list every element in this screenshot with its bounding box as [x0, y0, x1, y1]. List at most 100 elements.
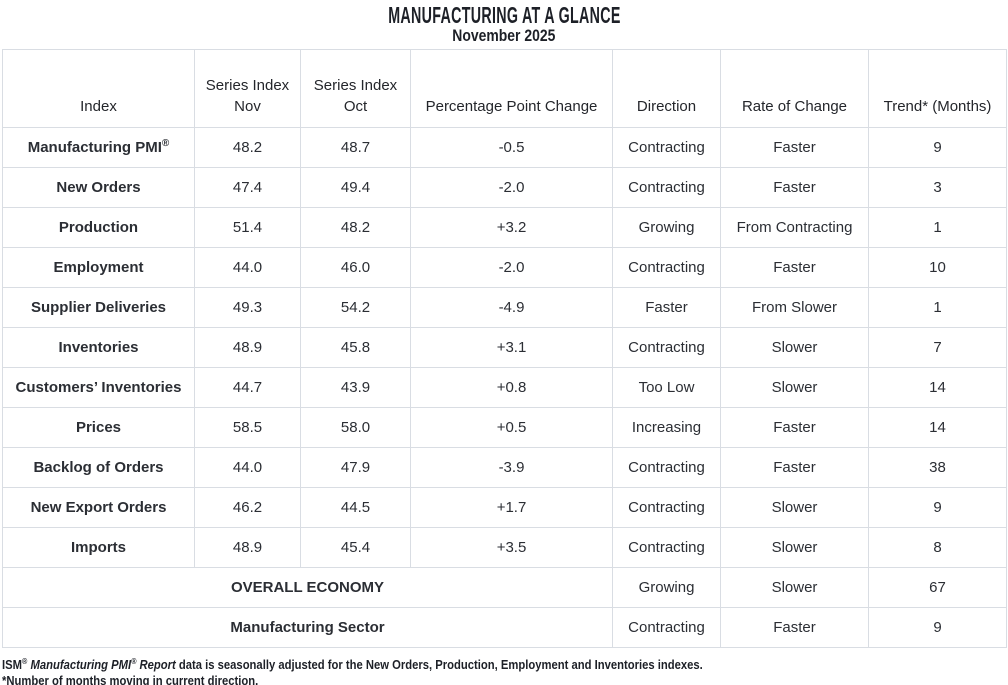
- cell-series-index-oct: 45.8: [300, 327, 411, 368]
- cell-trend-months: 14: [868, 367, 1007, 408]
- table-body: Manufacturing PMI® 48.2 48.7 -0.5 Contra…: [2, 127, 1007, 568]
- summary-label: Manufacturing Sector: [2, 607, 613, 648]
- cell-index-label: Supplier Deliveries: [2, 287, 195, 328]
- title-block: MANUFACTURING AT A GLANCE November 2025: [0, 0, 1008, 46]
- cell-series-index-nov: 47.4: [194, 167, 301, 208]
- cell-series-index-oct: 48.7: [300, 127, 411, 168]
- page-subtitle: November 2025: [452, 26, 556, 45]
- cell-series-index-nov: 46.2: [194, 487, 301, 528]
- cell-percentage-point-change: +3.1: [410, 327, 613, 368]
- cell-series-index-nov: 48.2: [194, 127, 301, 168]
- col-header-rate: Rate of Change: [720, 49, 869, 128]
- cell-index-label: Backlog of Orders: [2, 447, 195, 488]
- cell-series-index-oct: 43.9: [300, 367, 411, 408]
- cell-direction: Increasing: [612, 407, 721, 448]
- cell-series-index-oct: 58.0: [300, 407, 411, 448]
- footnote-line-2: *Number of months moving in current dire…: [2, 674, 259, 685]
- cell-index-label: Prices: [2, 407, 195, 448]
- cell-index-label: Inventories: [2, 327, 195, 368]
- cell-trend-months: 9: [868, 487, 1007, 528]
- table-row: New Export Orders 46.2 44.5 +1.7 Contrac…: [2, 487, 1007, 528]
- cell-index-label: Imports: [2, 527, 195, 568]
- cell-series-index-oct: 47.9: [300, 447, 411, 488]
- table-row: New Orders 47.4 49.4 -2.0 Contracting Fa…: [2, 167, 1007, 208]
- cell-direction: Faster: [612, 287, 721, 328]
- cell-percentage-point-change: -0.5: [410, 127, 613, 168]
- table-row: Customers’ Inventories 44.7 43.9 +0.8 To…: [2, 367, 1007, 408]
- cell-index-label: Production: [2, 207, 195, 248]
- cell-rate: Faster: [720, 607, 869, 648]
- cell-trend: 9: [868, 607, 1007, 648]
- cell-direction: Contracting: [612, 607, 721, 648]
- summary-row-overall-economy: OVERALL ECONOMY Growing Slower 67: [2, 567, 1007, 608]
- cell-rate-of-change: Slower: [720, 367, 869, 408]
- cell-trend-months: 38: [868, 447, 1007, 488]
- cell-index-label: Employment: [2, 247, 195, 288]
- cell-percentage-point-change: +3.2: [410, 207, 613, 248]
- cell-direction: Growing: [612, 567, 721, 608]
- cell-direction: Contracting: [612, 167, 721, 208]
- cell-series-index-oct: 44.5: [300, 487, 411, 528]
- cell-trend-months: 10: [868, 247, 1007, 288]
- cell-percentage-point-change: -2.0: [410, 247, 613, 288]
- table-row: Backlog of Orders 44.0 47.9 -3.9 Contrac…: [2, 447, 1007, 488]
- cell-trend-months: 1: [868, 287, 1007, 328]
- cell-series-index-oct: 48.2: [300, 207, 411, 248]
- table-row: Supplier Deliveries 49.3 54.2 -4.9 Faste…: [2, 287, 1007, 328]
- cell-direction: Contracting: [612, 127, 721, 168]
- cell-trend-months: 1: [868, 207, 1007, 248]
- cell-series-index-oct: 54.2: [300, 287, 411, 328]
- cell-direction: Growing: [612, 207, 721, 248]
- table-header: Index Series Index Nov Series Index Oct Pe…: [2, 49, 1007, 128]
- cell-series-index-nov: 49.3: [194, 287, 301, 328]
- cell-series-index-nov: 44.7: [194, 367, 301, 408]
- cell-trend: 67: [868, 567, 1007, 608]
- footnote-line-1: ISM® Manufacturing PMI® Report data is s…: [2, 656, 703, 672]
- header-row: Index Series Index Nov Series Index Oct Pe…: [2, 49, 1007, 128]
- cell-percentage-point-change: -2.0: [410, 167, 613, 208]
- cell-rate-of-change: Faster: [720, 247, 869, 288]
- cell-percentage-point-change: -4.9: [410, 287, 613, 328]
- col-header-direction: Direction: [612, 49, 721, 128]
- registered-mark: ®: [161, 138, 170, 149]
- manufacturing-glance-table: Index Series Index Nov Series Index Oct Pe…: [2, 49, 1007, 648]
- cell-series-index-oct: 45.4: [300, 527, 411, 568]
- registered-mark: ®: [131, 656, 137, 666]
- cell-series-index-nov: 44.0: [194, 447, 301, 488]
- cell-trend-months: 9: [868, 127, 1007, 168]
- cell-rate-of-change: Slower: [720, 327, 869, 368]
- table-row: Production 51.4 48.2 +3.2 Growing From C…: [2, 207, 1007, 248]
- table-row: Inventories 48.9 45.8 +3.1 Contracting S…: [2, 327, 1007, 368]
- cell-percentage-point-change: +3.5: [410, 527, 613, 568]
- cell-series-index-oct: 46.0: [300, 247, 411, 288]
- cell-direction: Contracting: [612, 527, 721, 568]
- col-header-index: Index: [2, 49, 195, 128]
- cell-direction: Too Low: [612, 367, 721, 408]
- cell-rate-of-change: Faster: [720, 447, 869, 488]
- footnotes: ISM® Manufacturing PMI® Report data is s…: [2, 657, 1008, 685]
- cell-series-index-oct: 49.4: [300, 167, 411, 208]
- col-header-change: Percentage Point Change: [410, 49, 613, 128]
- cell-percentage-point-change: -3.9: [410, 447, 613, 488]
- cell-index-label: New Export Orders: [2, 487, 195, 528]
- cell-series-index-nov: 48.9: [194, 527, 301, 568]
- cell-rate-of-change: From Contracting: [720, 207, 869, 248]
- col-header-trend: Trend* (Months): [868, 49, 1007, 128]
- table-row: Imports 48.9 45.4 +3.5 Contracting Slowe…: [2, 527, 1007, 568]
- cell-rate-of-change: Slower: [720, 487, 869, 528]
- cell-rate: Slower: [720, 567, 869, 608]
- table-row: Prices 58.5 58.0 +0.5 Increasing Faster …: [2, 407, 1007, 448]
- cell-direction: Contracting: [612, 447, 721, 488]
- cell-rate-of-change: From Slower: [720, 287, 869, 328]
- table-summary: OVERALL ECONOMY Growing Slower 67 Manufa…: [2, 567, 1007, 648]
- cell-series-index-nov: 58.5: [194, 407, 301, 448]
- cell-direction: Contracting: [612, 327, 721, 368]
- cell-index-label: Customers’ Inventories: [2, 367, 195, 408]
- cell-series-index-nov: 44.0: [194, 247, 301, 288]
- col-header-series-oct: Series Index Oct: [300, 49, 411, 128]
- col-header-series-nov: Series Index Nov: [194, 49, 301, 128]
- cell-trend-months: 7: [868, 327, 1007, 368]
- cell-series-index-nov: 51.4: [194, 207, 301, 248]
- cell-rate-of-change: Faster: [720, 407, 869, 448]
- cell-direction: Contracting: [612, 487, 721, 528]
